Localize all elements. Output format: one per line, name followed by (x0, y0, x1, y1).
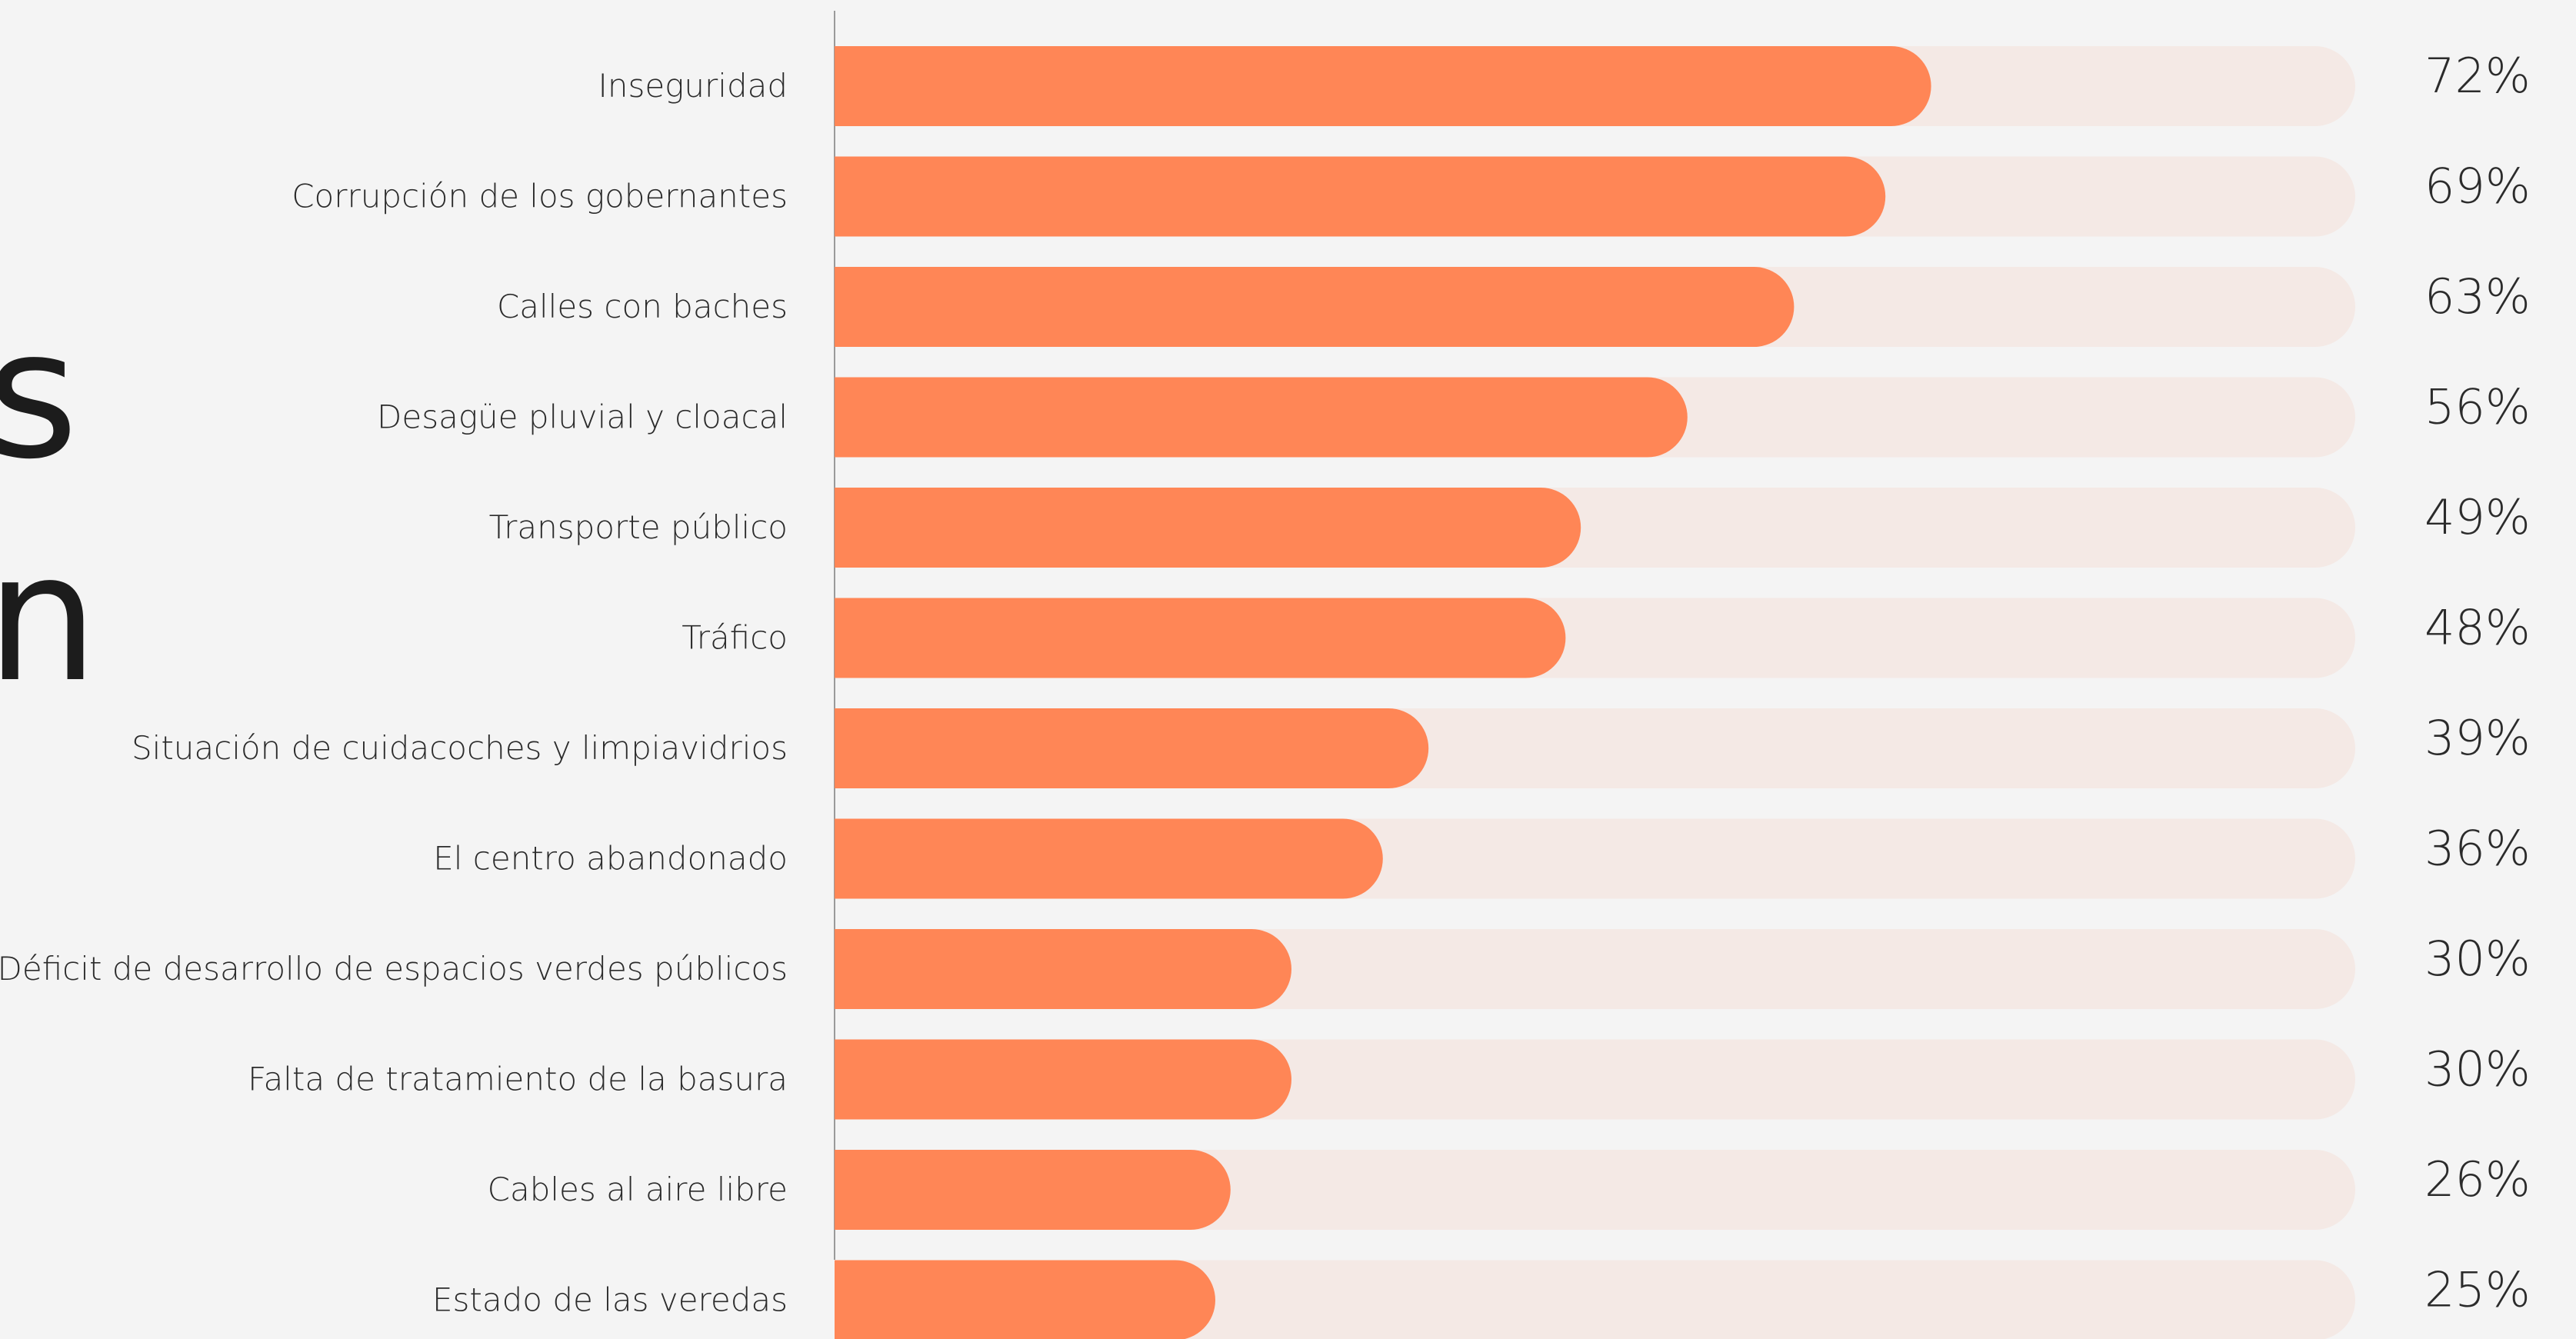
value-label: 48% (2424, 600, 2531, 656)
value-label: 49% (2424, 489, 2531, 545)
bar (835, 488, 1581, 568)
bar (835, 929, 1291, 1009)
bar-fill-left-edge (835, 488, 875, 568)
bar (835, 46, 1931, 126)
bar-fill (835, 708, 1429, 788)
bar-fill-left-edge (835, 156, 875, 237)
bar (835, 267, 1795, 347)
bar-fill (835, 1039, 1291, 1120)
category-label: Situación de cuidacoches y limpiavidrios (132, 729, 788, 767)
bar-fill (835, 46, 1931, 126)
bar-fill-left-edge (835, 708, 875, 788)
bar-fill (835, 156, 1886, 237)
bar-track (835, 1260, 2355, 1339)
value-label: 39% (2424, 710, 2531, 766)
bar-fill-left-edge (835, 598, 875, 678)
bar-fill (835, 818, 1383, 899)
bar-fill-left-edge (835, 929, 875, 1009)
bar-fill-left-edge (835, 1260, 875, 1339)
bar-fill (835, 1260, 1215, 1339)
bar-fill (835, 377, 1688, 458)
bar-fill (835, 929, 1291, 1009)
bar-fill (835, 267, 1795, 347)
bar-fill (835, 488, 1581, 568)
value-label: 30% (2424, 931, 2531, 987)
bar-fill (835, 598, 1566, 678)
category-label: Tráfico (681, 619, 788, 657)
bar-fill-left-edge (835, 1039, 875, 1120)
category-label: Déficit de desarrollo de espacios verdes… (0, 950, 788, 988)
bar (835, 1260, 1215, 1339)
value-label: 25% (2424, 1262, 2531, 1318)
bar-fill-left-edge (835, 267, 875, 347)
heading-fragment: s n (0, 285, 98, 731)
bar-fill-left-edge (835, 818, 875, 899)
heading-line-1: s (0, 293, 78, 498)
heading-line-2: n (0, 516, 98, 721)
category-label: Estado de las veredas (432, 1281, 788, 1319)
bar-fill-left-edge (835, 46, 875, 126)
category-label: El centro abandonado (433, 840, 788, 878)
category-label: Inseguridad (598, 67, 788, 105)
value-label: 69% (2424, 158, 2531, 215)
value-label: 36% (2424, 821, 2531, 877)
value-label: 26% (2424, 1151, 2531, 1207)
category-label: Falta de tratamiento de la basura (248, 1061, 788, 1098)
category-label: Corrupción de los gobernantes (292, 178, 788, 215)
category-label: Transporte público (489, 508, 788, 546)
bar-fill-left-edge (835, 1150, 875, 1230)
bar-fill (835, 1150, 1231, 1230)
bar (835, 1039, 1291, 1120)
bar (835, 1150, 1231, 1230)
category-label: Calles con baches (497, 288, 788, 325)
value-label: 72% (2424, 48, 2531, 104)
bar (835, 377, 1688, 458)
value-label: 30% (2424, 1041, 2531, 1098)
category-label: Desagüe pluvial y cloacal (377, 398, 788, 436)
bar (835, 598, 1566, 678)
bar (835, 708, 1429, 788)
bar-fill-left-edge (835, 377, 875, 458)
value-label: 56% (2424, 379, 2531, 435)
bar (835, 818, 1383, 899)
bar (835, 156, 1886, 237)
value-label: 63% (2424, 268, 2531, 325)
category-label: Cables al aire libre (488, 1171, 788, 1208)
